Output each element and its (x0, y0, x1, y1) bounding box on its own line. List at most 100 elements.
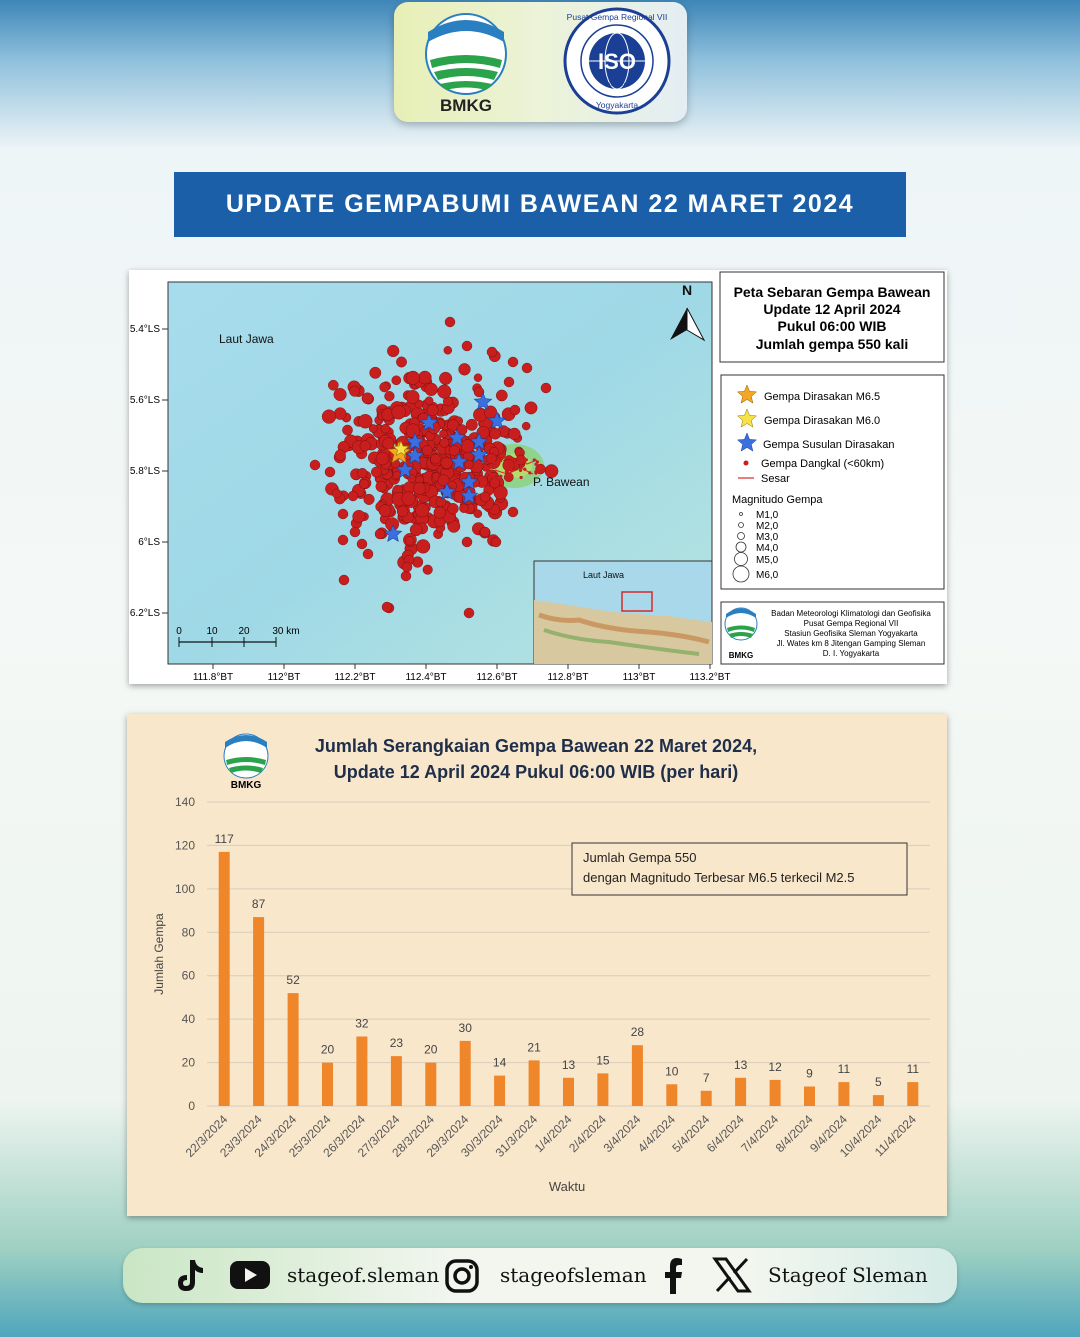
bar-chart: BMKG Jumlah Serangkaian Gempa Bawean 22 … (152, 733, 930, 1194)
quake-dot (485, 453, 497, 464)
agency-line: Stasiun Geofisika Sleman Yogyakarta (784, 629, 918, 638)
quake-dot (382, 437, 395, 450)
quake-dot (342, 424, 353, 436)
quake-dot (430, 453, 441, 465)
bar-value-label: 14 (493, 1056, 507, 1070)
quake-dot (331, 488, 342, 499)
quake-dot (493, 485, 508, 500)
bar-value-label: 13 (562, 1058, 576, 1072)
quake-dot (409, 523, 423, 537)
quake-dot (537, 464, 541, 468)
legend-magnitude: M6,0 (756, 570, 779, 581)
inset-label: Laut Jawa (583, 570, 624, 580)
bar (563, 1077, 574, 1106)
quake-dot (387, 344, 400, 358)
quake-dot (504, 460, 508, 464)
lat-tick-label: 6°LS (138, 537, 160, 548)
bar (494, 1075, 506, 1106)
quake-dot (359, 478, 370, 489)
quake-dot (437, 384, 452, 399)
bmkg-logo-text: BMKG (440, 96, 492, 115)
quake-dot (464, 459, 474, 470)
quake-dot (465, 418, 478, 431)
quake-dot (379, 382, 390, 393)
epicenter-map: Laut Jawa P. Bawean N 0 10 20 30 km 5.4°… (130, 271, 945, 683)
inset-focus-box (621, 591, 653, 612)
legend-item: Gempa Dirasakan M6.0 (764, 415, 880, 427)
bar-value-label: 9 (806, 1067, 813, 1081)
quake-dot (321, 409, 337, 424)
legend-magnitude: M5,0 (756, 555, 779, 566)
x-axis-label: Waktu (549, 1179, 585, 1194)
quake-dot (532, 458, 536, 462)
quake-dot (378, 504, 392, 517)
annotation-line: dengan Magnitudo Terbesar M6.5 terkecil … (583, 870, 854, 885)
quake-dot (370, 466, 382, 478)
tiktok-youtube-handle[interactable]: stageof.sleman (287, 1263, 440, 1287)
agency-line: Pusat Gempa Regional VII (804, 619, 899, 628)
quake-dot (503, 376, 515, 388)
sea-label: Laut Jawa (219, 332, 274, 346)
inset-map: Laut Jawa (533, 560, 713, 665)
chart-title: Jumlah Serangkaian Gempa Bawean 22 Maret… (315, 736, 757, 756)
aftershock-star-icon (473, 392, 493, 410)
quake-dot (380, 423, 391, 434)
bar-value-label: 13 (734, 1058, 748, 1072)
chart-annotation-box: Jumlah Gempa 550 dengan Magnitudo Terbes… (571, 842, 908, 896)
quake-dot (440, 456, 453, 469)
quake-dot (361, 392, 374, 405)
chart-subtitle: Update 12 April 2024 Pukul 06:00 WIB (pe… (334, 762, 738, 782)
quake-dot (509, 404, 521, 416)
iso-code: 9001 : 2015 (604, 82, 631, 88)
lon-tick-label: 112.6°BT (476, 672, 517, 683)
bar-value-label: 5 (875, 1075, 882, 1089)
quake-dot (488, 455, 492, 459)
quake-dot (486, 346, 498, 358)
aftershock-star-icon (405, 432, 425, 450)
quake-dot (384, 391, 395, 402)
map-legend: Gempa Dirasakan M6.5 Gempa Dirasakan M6.… (720, 374, 945, 590)
quake-dot (349, 526, 361, 538)
y-tick-label: 0 (188, 1099, 195, 1113)
quake-dot (459, 503, 469, 513)
instagram-icon[interactable] (444, 1258, 480, 1294)
quake-dot (444, 316, 456, 328)
y-axis-label: Jumlah Gempa (152, 913, 166, 995)
bar (872, 1095, 884, 1106)
legend-item: Gempa Dangkal (<60km) (761, 458, 884, 470)
agency-line: Badan Meteorologi Klimatologi dan Geofis… (771, 609, 931, 618)
quake-dot (495, 389, 508, 402)
quake-dot (352, 509, 366, 523)
aftershock-star-icon (469, 445, 489, 463)
quake-dot (338, 574, 350, 586)
mag-circle-icon (738, 522, 744, 528)
agency-logo-text: BMKG (729, 651, 753, 660)
bar-value-label: 32 (355, 1017, 369, 1031)
quake-dot (540, 382, 552, 394)
quake-dot (460, 439, 475, 453)
tiktok-icon[interactable] (170, 1256, 210, 1296)
youtube-icon[interactable] (228, 1258, 272, 1292)
bar (907, 1082, 919, 1106)
quake-dot (506, 469, 510, 474)
bar-value-label: 7 (703, 1071, 710, 1085)
aftershock-star-icon (437, 482, 457, 500)
quake-dot (447, 503, 459, 515)
bar-value-label: 10 (665, 1064, 679, 1078)
quake-dot (369, 366, 382, 379)
quake-dot (487, 466, 492, 470)
quake-dot (324, 466, 336, 478)
quake-dot (413, 482, 426, 495)
instagram-handle[interactable]: stageofsleman (500, 1263, 647, 1287)
quake-dot (433, 506, 446, 519)
quake-dot (509, 461, 514, 465)
agency-bmkg-logo: BMKG (724, 607, 758, 660)
quake-dot (375, 480, 387, 493)
legend-magnitude-title: Magnitudo Gempa (732, 494, 823, 506)
facebook-icon[interactable] (660, 1256, 686, 1296)
quake-dot (473, 373, 483, 382)
x-twitter-icon[interactable] (712, 1256, 752, 1294)
facebook-x-handle[interactable]: Stageof Sleman (768, 1263, 928, 1287)
shock-m60-star-icon (392, 440, 410, 457)
agency-line: D. I. Yogyakarta (823, 649, 880, 658)
